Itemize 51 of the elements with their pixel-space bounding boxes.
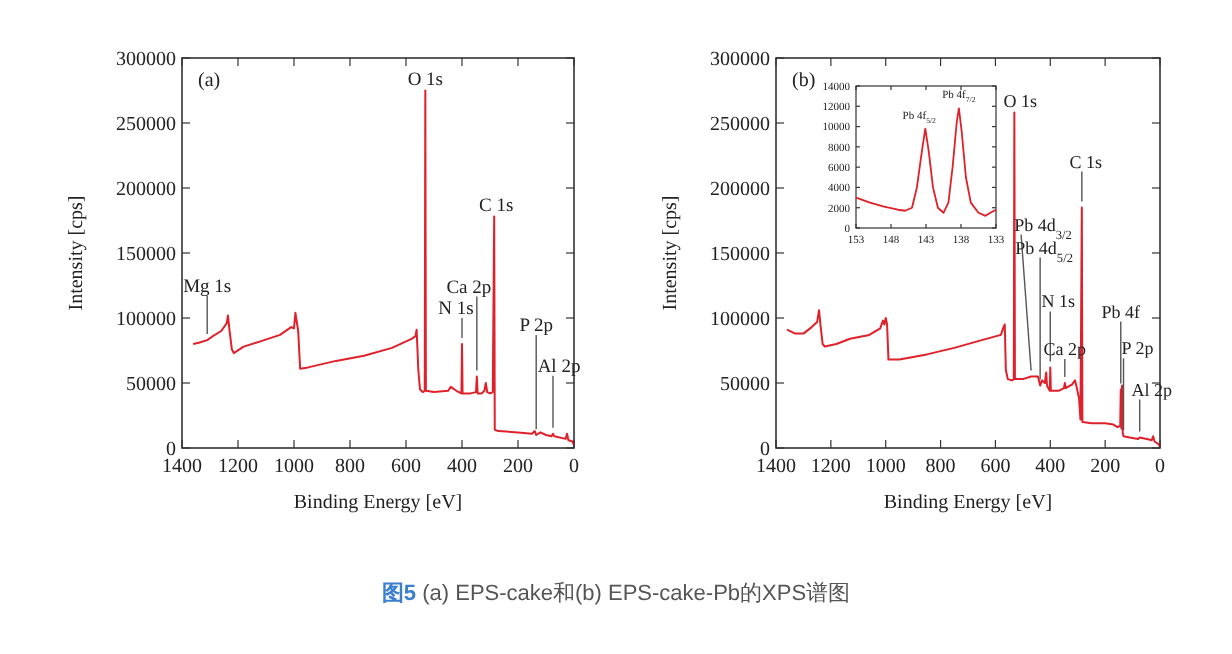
- y-tick-label: 200000: [710, 179, 770, 201]
- x-tick-label: 0: [1155, 456, 1165, 478]
- y-tick-label: 100000: [710, 309, 770, 331]
- y-tick-label: 50000: [720, 374, 770, 396]
- annotation: C 1s: [479, 196, 514, 217]
- x-tick-label: 800: [335, 456, 365, 478]
- annotation: O 1s: [407, 70, 444, 91]
- x-tick-label: 1000: [274, 456, 314, 478]
- y-tick-label: 150000: [116, 244, 176, 266]
- annotation: P 2p: [519, 317, 554, 337]
- y-tick-label: 200000: [116, 179, 176, 201]
- y-tick-label: 150000: [710, 244, 770, 266]
- annotation: Pb 4d$_{5/2}$: [1015, 237, 1073, 265]
- x-axis-title: Binding Energy [eV]: [293, 492, 463, 514]
- annotation: N 1s: [438, 300, 475, 320]
- y-tick-label: 0: [166, 439, 176, 461]
- y-tick-label: 250000: [710, 114, 770, 136]
- x-tick-label: 1400: [162, 456, 202, 478]
- x-axis-title: Binding Energy [eV]: [883, 492, 1053, 514]
- caption: 图5: [381, 582, 417, 606]
- y-tick-label: 50000: [126, 374, 176, 396]
- annotation: (a): [198, 70, 221, 92]
- x-tick-label: 600: [980, 456, 1011, 478]
- x-tick-label: 0: [569, 456, 579, 478]
- x-tick-label: 400: [1035, 456, 1066, 478]
- x-tick-label: 200: [1090, 456, 1121, 478]
- text: (a) EPS-cake和(b) EPS-cake-Pb的XPS谱图: [416, 580, 851, 606]
- x-tick-label: 800: [925, 456, 956, 478]
- y-tick-label: 250000: [116, 114, 176, 136]
- y-axis-title: Intensity [cps]: [66, 195, 88, 311]
- annotation: C 1s: [1069, 151, 1104, 172]
- annotation: Mg 1s: [183, 278, 232, 299]
- line-series: [855, 107, 997, 217]
- x-tick-label: 200: [503, 456, 533, 478]
- annotation: N 1s: [1041, 291, 1077, 312]
- x-tick-label: 1200: [810, 456, 851, 478]
- y-tick-label: 300000: [710, 49, 770, 71]
- annotation: O 1s: [1003, 90, 1039, 111]
- annotation: Ca 2p: [446, 278, 492, 299]
- x-tick-label: 1400: [756, 456, 796, 478]
- y-tick-label: 100000: [116, 309, 176, 331]
- annotation: P 2p: [1121, 338, 1155, 359]
- annotation: Pb 4f: [1101, 301, 1141, 322]
- x-tick-label: 600: [391, 456, 421, 478]
- y-tick-label: 0: [760, 439, 770, 461]
- x-tick-label: 1200: [218, 456, 258, 478]
- x-tick-label: 400: [447, 456, 477, 478]
- x-tick-label: 1000: [865, 456, 906, 478]
- y-axis-title: Intensity [cps]: [660, 195, 682, 311]
- annotation: (b): [792, 70, 816, 92]
- y-tick-label: 300000: [116, 49, 176, 71]
